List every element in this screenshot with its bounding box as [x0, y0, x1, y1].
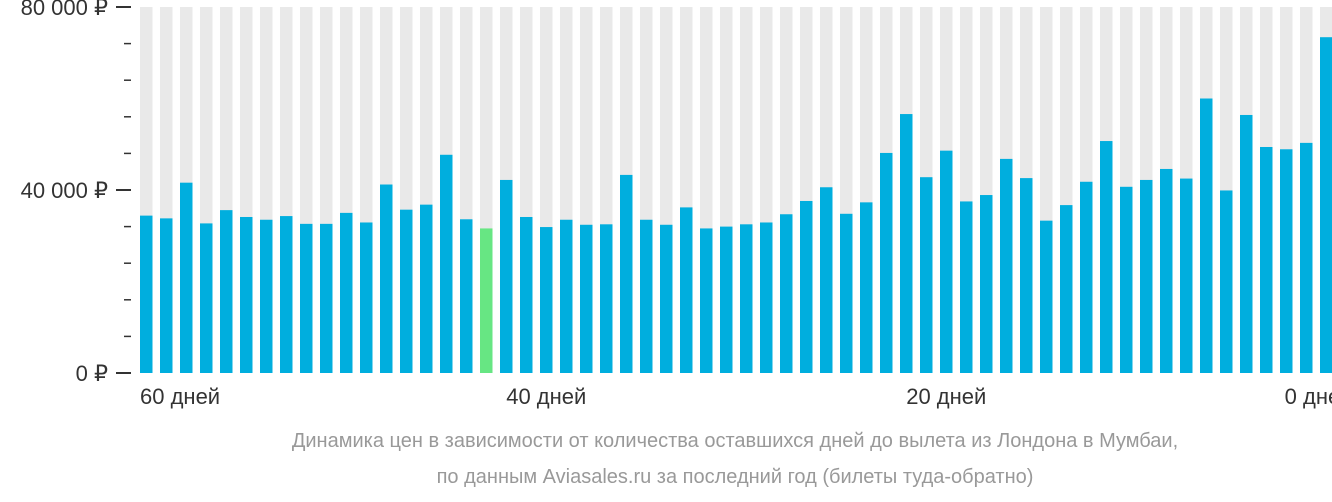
bar [800, 200, 813, 373]
bar [240, 216, 253, 373]
bar [380, 184, 393, 373]
bar [440, 154, 453, 373]
bar [1300, 142, 1313, 373]
bar [640, 219, 653, 373]
bar [620, 174, 633, 373]
bar [960, 201, 973, 373]
bar [1180, 178, 1193, 373]
bar [280, 216, 293, 373]
bar [1260, 146, 1273, 373]
bar [1280, 149, 1293, 373]
bar [160, 218, 173, 373]
bar [340, 212, 353, 373]
price-bar-chart: 0 ₽ 40 000 ₽ 80 000 ₽ 60 дней 40 дней 20 дне… [21, 0, 1332, 409]
bar [840, 213, 853, 373]
bar [260, 219, 273, 373]
chart-caption-line-1: Динамика цен в зависимости от количества… [291, 430, 1179, 452]
bar [860, 202, 873, 373]
bar [740, 224, 753, 373]
bar [1080, 181, 1093, 373]
bar [560, 219, 573, 373]
bar [1000, 158, 1013, 373]
bar [1200, 98, 1213, 373]
bar [660, 224, 673, 373]
bar [1320, 37, 1332, 373]
bar [1100, 141, 1113, 373]
background-columns [140, 7, 1332, 373]
bar [1160, 168, 1173, 373]
bar [200, 223, 213, 373]
bar [1140, 179, 1153, 373]
bar [940, 150, 953, 373]
x-axis: 60 дней 40 дней 20 дней 0 дней [140, 384, 1332, 409]
bar [580, 224, 593, 373]
bar [820, 187, 833, 373]
x-tick-label: 60 дней [140, 384, 220, 409]
bar [920, 177, 933, 373]
bar [780, 214, 793, 373]
y-tick-label: 0 ₽ [76, 361, 108, 386]
x-tick-label: 0 дней [1285, 384, 1332, 409]
y-tick-label: 80 000 ₽ [21, 0, 108, 20]
bar [180, 182, 193, 373]
bar [540, 227, 553, 373]
bar-cheapest [480, 228, 493, 373]
y-tick-label: 40 000 ₽ [21, 178, 108, 203]
bar [420, 204, 433, 373]
bar [700, 228, 713, 373]
bar [880, 152, 893, 373]
bar [1240, 114, 1253, 373]
bar [1020, 178, 1033, 373]
bar [520, 216, 533, 373]
bar [900, 114, 913, 374]
bar [140, 215, 153, 373]
bar [1060, 205, 1073, 373]
bar [1040, 220, 1053, 373]
y-axis: 0 ₽ 40 000 ₽ 80 000 ₽ [21, 0, 131, 386]
bar [600, 224, 613, 373]
x-tick-label: 40 дней [506, 384, 586, 409]
bar [220, 210, 233, 373]
x-tick-label: 20 дней [906, 384, 986, 409]
bar [500, 179, 513, 373]
bar [360, 222, 373, 373]
bar [1120, 186, 1133, 373]
bar [320, 223, 333, 373]
bars [140, 37, 1332, 374]
bar [300, 223, 313, 373]
bar [760, 222, 773, 373]
bar [720, 226, 733, 373]
bar [460, 219, 473, 373]
bar [680, 207, 693, 373]
bar [400, 209, 413, 373]
bar [1220, 190, 1233, 373]
bar [980, 195, 993, 373]
chart-caption-line-2: по данным Aviasales.ru за последний год … [436, 466, 1034, 488]
